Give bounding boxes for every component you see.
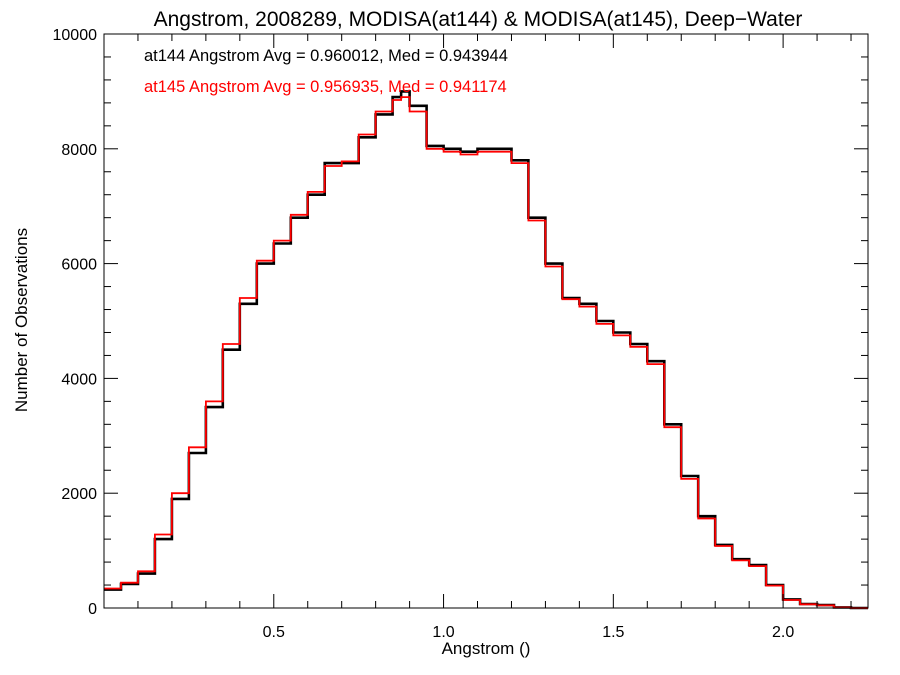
plot-series <box>104 90 868 610</box>
x-tick-label: 0.5 <box>263 624 285 641</box>
series-line-1 <box>104 90 868 610</box>
series-line-2 <box>104 96 868 609</box>
annotation-at145: at145 Angstrom Avg = 0.956935, Med = 0.9… <box>144 78 507 96</box>
x-tick-label: 2.0 <box>772 624 794 641</box>
plot-frame <box>103 33 869 609</box>
chart-title: Angstrom, 2008289, MODISA(at144) & MODIS… <box>154 8 803 31</box>
x-axis-label: Angstrom () <box>442 639 531 658</box>
y-tick-label: 8000 <box>61 142 97 159</box>
axis-ticks <box>104 34 868 608</box>
x-tick-label: 1.0 <box>432 624 454 641</box>
annotation-at144: at144 Angstrom Avg = 0.960012, Med = 0.9… <box>144 47 508 65</box>
y-axis-label: Number of Observations <box>12 228 31 412</box>
y-tick-label: 6000 <box>61 257 97 274</box>
y-tick-label: 0 <box>88 601 97 618</box>
y-tick-label: 10000 <box>53 27 98 44</box>
y-tick-label: 2000 <box>61 486 97 503</box>
y-tick-label: 4000 <box>61 371 97 388</box>
tick-labels: 0.5 1.0 1.5 2.0 0 2000 4000 6000 8000 10000 <box>53 27 795 641</box>
x-tick-label: 1.5 <box>602 624 624 641</box>
